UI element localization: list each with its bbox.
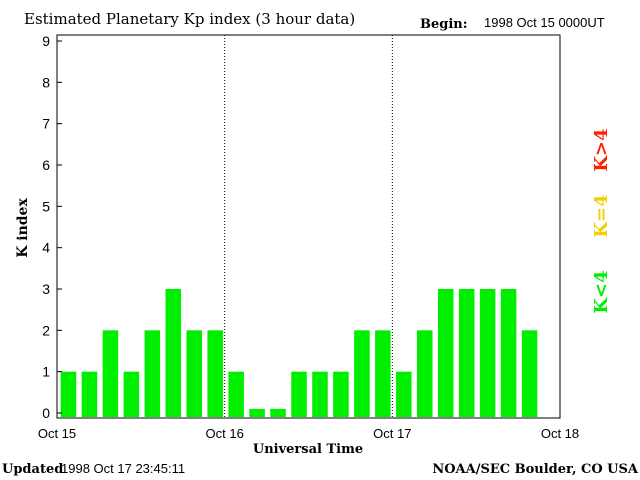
kp-bar (458, 289, 475, 417)
credit-text: NOAA/SEC Boulder, CO USA (432, 462, 639, 477)
kp-bar (312, 371, 328, 417)
x-tick-label: Oct 16 (206, 426, 244, 441)
kp-bar (354, 330, 370, 417)
y-tick-label: 1 (42, 364, 50, 380)
kp-bar (165, 289, 182, 417)
begin-value: 1998 Oct 15 0000UT (484, 15, 605, 30)
x-tick-label: Oct 17 (373, 426, 411, 441)
kp-bar (291, 371, 307, 417)
kp-bar (270, 408, 286, 417)
kp-bar (123, 371, 140, 417)
begin-label: Begin: (420, 17, 468, 32)
updated-label: Updated (2, 462, 63, 477)
kp-bar (521, 330, 538, 417)
updated-value: 1998 Oct 17 23:45:11 (61, 461, 185, 476)
kp-bar (500, 289, 517, 417)
y-axis-label: K index (15, 198, 31, 258)
y-tick-labels: 0 1 2 3 4 5 6 7 8 9 (42, 33, 62, 421)
kp-bar (81, 371, 98, 417)
kp-bar (186, 330, 202, 417)
x-tick-label: Oct 18 (541, 426, 579, 441)
y-tick-label: 5 (42, 198, 50, 214)
y-tick-label: 6 (42, 157, 50, 173)
kp-bar (228, 371, 244, 417)
x-axis-label: Universal Time (253, 442, 363, 457)
kp-bars (60, 289, 538, 417)
y-tick-label: 4 (42, 240, 50, 256)
kp-bar (479, 289, 496, 417)
kp-bar (207, 330, 223, 417)
y-tick-label: 9 (42, 33, 50, 49)
kp-bar (375, 330, 391, 417)
x-tick-label: Oct 15 (38, 426, 76, 441)
y-tick-label: 7 (42, 116, 50, 132)
y-tick-label: 0 (42, 405, 50, 421)
kp-bar (417, 330, 433, 417)
day-separators (224, 35, 393, 418)
legend-k-greater-4: K>4 (591, 128, 612, 171)
x-tick-labels: Oct 15 Oct 16 Oct 17 Oct 18 (38, 426, 579, 441)
chart-title: Estimated Planetary Kp index (3 hour dat… (24, 10, 355, 28)
y-tick-label: 8 (42, 74, 50, 90)
plot-frame (56, 34, 561, 419)
kp-bar (437, 289, 454, 417)
kp-bar (396, 371, 412, 417)
legend-k-equal-4: K=4 (591, 194, 612, 237)
kp-bar (60, 371, 77, 417)
kp-bar (249, 408, 265, 417)
kp-bar (144, 330, 161, 417)
kp-bar (102, 330, 119, 417)
y-tick-label: 2 (42, 322, 50, 338)
kp-bar (333, 371, 349, 417)
y-tick-label: 3 (42, 281, 50, 297)
legend-k-less-4: K<4 (591, 270, 612, 313)
